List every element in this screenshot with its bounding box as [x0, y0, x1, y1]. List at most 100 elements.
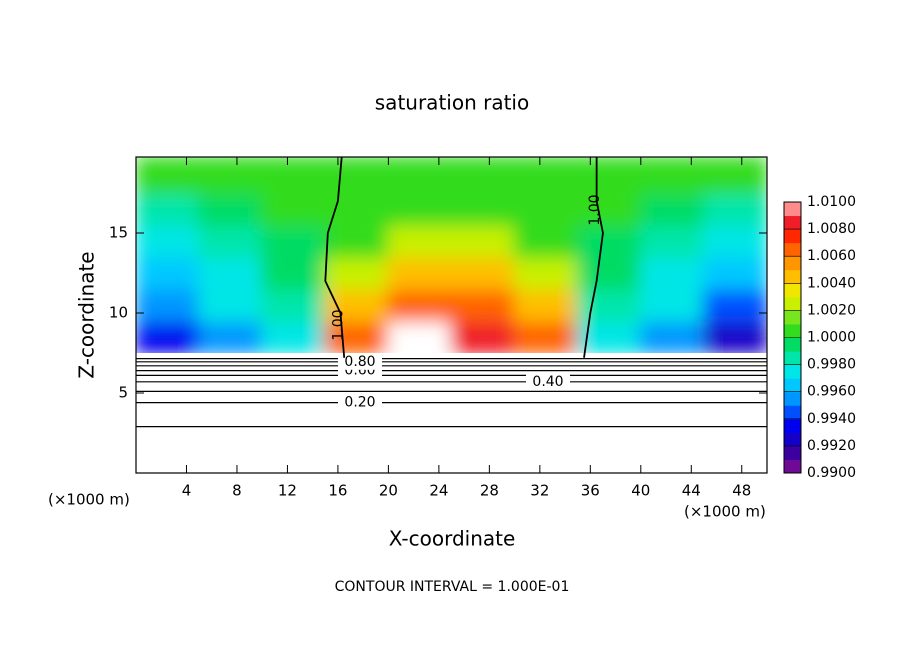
cell	[387, 256, 453, 290]
x-axis-label: X-coordinate	[389, 527, 516, 551]
x-tick-label: 28	[480, 482, 499, 500]
cell	[513, 157, 579, 194]
colorbar-label: 1.0000	[807, 330, 856, 346]
x-tick-label: 16	[328, 482, 347, 500]
contour-line	[324, 156, 346, 358]
cell	[324, 256, 390, 290]
colorbar-swatch	[784, 215, 801, 230]
cell	[324, 157, 390, 194]
cell	[576, 224, 642, 258]
colorbar-swatch	[784, 432, 801, 447]
y-tick-label: 15	[109, 224, 128, 242]
cell	[324, 224, 390, 258]
colorbar-label: 0.9980	[807, 357, 856, 373]
y-axis-label: Z-coordinate	[75, 251, 99, 378]
cell	[198, 320, 264, 354]
colorbar-swatch	[784, 323, 801, 338]
cell	[387, 192, 453, 226]
x-tick-label: 20	[379, 482, 398, 500]
cell	[324, 192, 390, 226]
cell	[450, 320, 516, 354]
cell	[198, 224, 264, 258]
cell	[702, 288, 767, 322]
contour-label: 0.40	[532, 374, 563, 390]
colorbar-swatch	[784, 351, 801, 366]
cell	[702, 157, 767, 194]
cell	[702, 320, 767, 354]
cell	[324, 320, 390, 354]
cell	[639, 288, 705, 322]
colorbar-swatch	[784, 405, 801, 420]
cell	[450, 288, 516, 322]
cell	[387, 224, 453, 258]
cell	[513, 320, 579, 354]
cell	[639, 192, 705, 226]
x-tick-label: 40	[631, 482, 650, 500]
contours: 0.200.400.600.801.001.00	[136, 156, 767, 428]
cell	[702, 256, 767, 290]
cell	[198, 288, 264, 322]
plot-frame	[135, 156, 768, 474]
x-tick-label: 4	[182, 482, 192, 500]
x-tick-label: 24	[429, 482, 448, 500]
label-bg	[338, 353, 382, 370]
cell	[450, 192, 516, 226]
colorbar-swatch	[784, 418, 801, 433]
contour-label: 1.00	[330, 309, 346, 340]
colorbar-swatch	[784, 256, 801, 271]
cell	[702, 192, 767, 226]
chart-title: saturation ratio	[375, 91, 529, 115]
cell	[261, 256, 327, 290]
x-tick-label: 48	[732, 482, 751, 500]
cell	[513, 256, 579, 290]
cell	[324, 288, 390, 322]
cell	[450, 256, 516, 290]
cell	[261, 320, 327, 354]
cell	[198, 157, 264, 194]
cell	[639, 256, 705, 290]
contour-label: 1.00	[587, 194, 603, 225]
footer: CONTOUR INTERVAL = 1.000E-01	[335, 579, 570, 595]
cell	[513, 192, 579, 226]
colorbar-label: 1.0080	[807, 221, 856, 237]
cell	[702, 224, 767, 258]
cell	[576, 192, 642, 226]
cell	[450, 224, 516, 258]
cell	[261, 192, 327, 226]
colorbar-swatch	[784, 310, 801, 325]
cell	[198, 256, 264, 290]
cell	[261, 224, 327, 258]
colorbar-swatch	[784, 391, 801, 406]
y-tick-label: 5	[118, 384, 128, 402]
cell	[387, 157, 453, 194]
field	[136, 157, 767, 473]
cell	[576, 256, 642, 290]
colorbar-swatch	[784, 364, 801, 379]
x-tick-label: 8	[232, 482, 242, 500]
cell	[136, 256, 201, 290]
x-tick-label: 44	[682, 482, 701, 500]
cell	[261, 157, 327, 194]
cell	[513, 224, 579, 258]
cell	[576, 157, 642, 194]
x-tick-label: 12	[278, 482, 297, 500]
colorbar-label: 1.0060	[807, 248, 856, 264]
colorbar-label: 0.9920	[807, 438, 856, 454]
cell	[387, 320, 453, 354]
colorbar-swatch	[784, 269, 801, 284]
colorbar-label: 0.9940	[807, 411, 856, 427]
cell	[136, 320, 201, 354]
colorbar-swatch	[784, 283, 801, 298]
contour-line	[583, 157, 604, 358]
colorbar-swatch	[784, 296, 801, 311]
cell	[639, 320, 705, 354]
colorbar: 0.9900 0.9920 0.9940 0.9960 0.9980 1.0000 1.00…	[783, 194, 856, 481]
contour-label: 0.80	[344, 354, 375, 370]
x-tick-label: 36	[581, 482, 600, 500]
colorbar-swatch	[784, 202, 801, 217]
cell	[450, 157, 516, 194]
cell	[136, 288, 201, 322]
contour-label: 0.20	[344, 395, 375, 411]
